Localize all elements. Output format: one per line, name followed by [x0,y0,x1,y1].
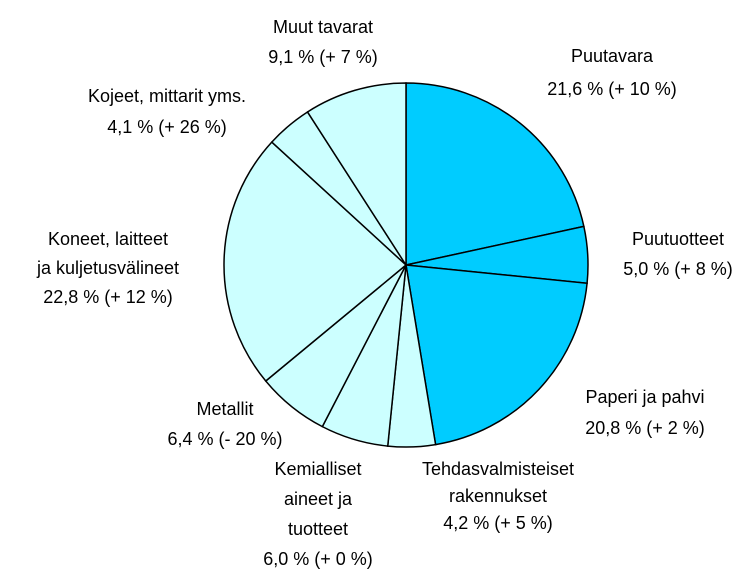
pie-slice [223,141,408,383]
value-label: 6,0 % (+ 0 %) [263,549,373,569]
slice-label: rakennukset [449,486,547,506]
slice-label: Puutavara [571,46,654,66]
value-label: 9,1 % (+ 7 %) [268,47,378,67]
value-label: 20,8 % (+ 2 %) [585,418,705,438]
value-label: 4,1 % (+ 26 %) [107,117,227,137]
value-label: 4,2 % (+ 5 %) [443,513,553,533]
slice-label: Tehdasvalmisteiset [422,459,574,479]
value-label: 6,4 % (- 20 %) [167,429,282,449]
slice-label: ja kuljetusvälineet [36,258,179,278]
pie-slice [306,82,407,268]
value-label: 22,8 % (+ 12 %) [43,287,173,307]
value-label: 5,0 % (+ 8 %) [623,259,733,279]
slice-label: Metallit [196,399,253,419]
pie-slice [405,82,585,266]
slice-label: Kemialliset [274,459,361,479]
pie-slice [405,264,588,446]
slice-label: tuotteet [288,519,348,539]
slice-label: Paperi ja pahvi [585,387,704,407]
slice-label: Kojeet, mittarit yms. [88,86,246,106]
value-label: 21,6 % (+ 10 %) [547,79,677,99]
slice-label: Koneet, laitteet [48,229,168,249]
slice-label: Muut tavarat [273,17,373,37]
slice-label: aineet ja [284,489,353,509]
slice-label: Puutuotteet [632,229,724,249]
